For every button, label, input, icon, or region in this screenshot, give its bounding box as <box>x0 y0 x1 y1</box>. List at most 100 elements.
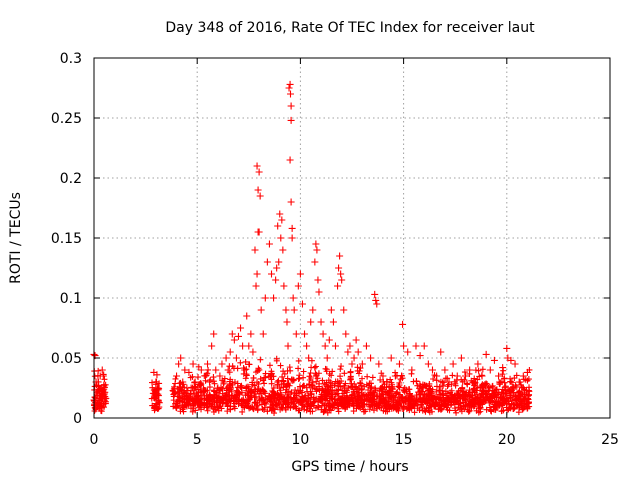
data-point <box>340 306 348 314</box>
data-point <box>399 320 407 328</box>
band-point <box>360 391 367 398</box>
band-point <box>384 389 391 396</box>
band-point <box>491 406 498 413</box>
band-point <box>433 388 440 395</box>
band-point <box>325 377 332 384</box>
band-point <box>336 379 343 386</box>
data-point <box>449 360 457 368</box>
data-point <box>179 378 187 386</box>
data-point <box>245 342 253 350</box>
band-point <box>512 382 519 389</box>
data-point <box>466 366 474 374</box>
band-point <box>467 399 474 406</box>
band-point <box>470 386 477 393</box>
band-point <box>277 362 284 369</box>
data-point <box>472 400 480 408</box>
band-point <box>409 395 416 402</box>
data-point <box>170 390 178 398</box>
data-point <box>261 294 269 302</box>
data-point <box>234 332 242 340</box>
band-point <box>191 385 198 392</box>
data-point <box>373 300 381 308</box>
band-point <box>210 374 217 381</box>
data-point <box>208 342 216 350</box>
band-point <box>491 392 498 399</box>
data-point <box>193 396 201 404</box>
band-point <box>496 380 503 387</box>
band-point <box>311 364 318 371</box>
band-point <box>290 377 297 384</box>
data-point <box>412 342 420 350</box>
band-point <box>451 396 458 403</box>
band-point <box>469 379 476 386</box>
band-point <box>282 406 289 413</box>
band-point <box>442 388 449 395</box>
band-point <box>426 385 433 392</box>
band-point <box>296 383 303 390</box>
band-point <box>375 402 382 409</box>
data-point <box>474 360 482 368</box>
band-point <box>201 395 208 402</box>
band-point <box>369 374 376 381</box>
band-point <box>477 384 484 391</box>
x-tick-label: 10 <box>291 432 309 448</box>
data-point <box>350 354 358 362</box>
x-tick-label: 15 <box>395 432 413 448</box>
data-point <box>214 402 222 410</box>
band-point <box>439 379 446 386</box>
band-point <box>361 383 368 390</box>
band-point <box>216 394 223 401</box>
band-point <box>262 370 269 377</box>
data-point <box>294 282 302 290</box>
data-point <box>214 384 222 392</box>
band-point <box>488 395 495 402</box>
band-point <box>430 376 437 383</box>
data-point <box>204 360 212 368</box>
band-point <box>319 385 326 392</box>
band-point <box>406 391 413 398</box>
band-point <box>250 375 257 382</box>
band-point <box>425 404 432 411</box>
band-point <box>414 401 421 408</box>
band-point <box>278 391 285 398</box>
data-point <box>185 368 193 376</box>
band-point <box>300 368 307 375</box>
band-point <box>459 384 466 391</box>
data-point <box>305 354 313 362</box>
band-point <box>477 405 484 412</box>
data-point <box>492 402 500 410</box>
data-point <box>201 372 209 380</box>
data-point <box>154 384 162 392</box>
data-point <box>482 396 490 404</box>
data-point <box>336 252 344 260</box>
y-tick-label: 0.3 <box>60 51 82 67</box>
data-point <box>152 378 160 386</box>
band-point <box>284 367 291 374</box>
data-point <box>224 397 232 405</box>
band-point <box>273 357 280 364</box>
band-point <box>204 407 211 414</box>
band-point <box>277 396 284 403</box>
band-point <box>176 380 183 387</box>
data-point <box>191 378 199 386</box>
data-point <box>287 198 295 206</box>
x-tick-label: 0 <box>90 432 99 448</box>
band-point <box>280 401 287 408</box>
data-point <box>216 372 224 380</box>
band-point <box>461 369 468 376</box>
band-point <box>399 394 406 401</box>
band-point <box>266 362 273 369</box>
band-point <box>211 391 218 398</box>
data-point <box>428 366 436 374</box>
data-point <box>335 264 343 272</box>
data-point <box>301 330 309 338</box>
y-tick-label: 0.1 <box>60 291 82 307</box>
data-point <box>312 240 320 248</box>
band-point <box>255 380 262 387</box>
band-point <box>231 393 238 400</box>
data-point <box>183 402 191 410</box>
data-point <box>243 312 251 320</box>
data-point <box>275 258 283 266</box>
data-point <box>490 356 498 364</box>
data-point <box>404 348 412 356</box>
